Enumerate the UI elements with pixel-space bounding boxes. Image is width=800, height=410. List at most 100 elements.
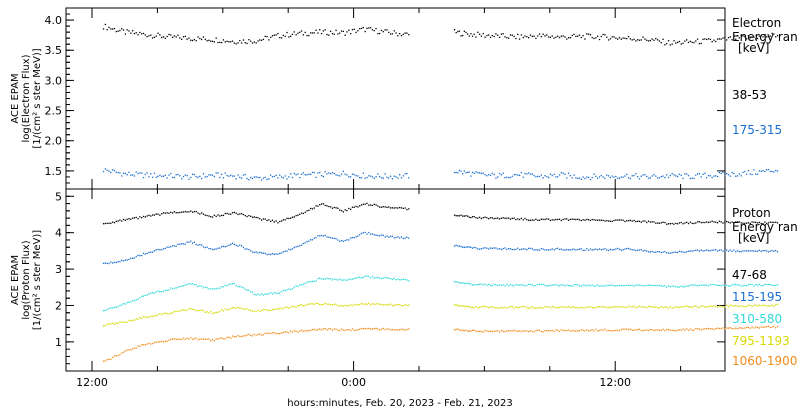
electron-point [655, 37, 657, 40]
proton-point [591, 218, 593, 221]
electron-ytick-label: 4.0 [45, 14, 63, 27]
proton-point [337, 207, 339, 209]
proton-point [749, 222, 751, 225]
proton-point [235, 336, 237, 338]
proton-point [186, 283, 188, 286]
electron-point [139, 172, 141, 174]
proton-point [716, 250, 719, 252]
proton-point [465, 246, 467, 248]
proton-point [466, 330, 469, 332]
electron-point [366, 27, 368, 29]
proton-point [311, 208, 314, 210]
electron-point [558, 174, 561, 176]
proton-point [506, 307, 508, 309]
proton-point [351, 206, 354, 208]
proton-point [246, 248, 248, 250]
electron-point [546, 175, 548, 178]
electron-point [593, 37, 595, 40]
electron-point [495, 33, 497, 35]
electron-point [299, 31, 301, 33]
electron-point [304, 31, 306, 34]
electron-point [477, 31, 479, 33]
proton-series-310-580 [102, 275, 779, 312]
proton-point [302, 283, 305, 285]
electron-point [349, 176, 352, 178]
electron-point [264, 176, 266, 178]
proton-point [324, 234, 326, 237]
electron-point [498, 36, 501, 39]
electron-point [542, 33, 544, 35]
electron-point [627, 36, 630, 38]
proton-point [702, 221, 704, 224]
electron-point [260, 179, 263, 181]
electron-point [560, 35, 562, 37]
proton-point [738, 305, 741, 307]
electron-point [242, 174, 245, 176]
proton-point [202, 309, 205, 312]
electron-point [121, 175, 123, 177]
proton-point [756, 250, 759, 252]
proton-point [471, 247, 474, 249]
proton-point [528, 283, 530, 286]
proton-point [102, 310, 105, 312]
proton-point [364, 203, 366, 205]
proton-point [606, 284, 608, 287]
proton-point [549, 330, 552, 332]
proton-point [291, 287, 294, 290]
proton-point [104, 325, 107, 327]
proton-point [693, 222, 695, 225]
proton-point [384, 328, 386, 331]
proton-point [518, 249, 521, 251]
electron-point [135, 171, 137, 173]
electron-point [658, 177, 661, 179]
proton-point [495, 307, 497, 309]
electron-point [673, 174, 675, 176]
proton-point [733, 222, 735, 224]
electron-point [769, 35, 771, 37]
proton-point [611, 220, 613, 223]
proton-point [402, 278, 404, 280]
electron-point [317, 32, 319, 34]
proton-point [366, 275, 368, 277]
proton-point [369, 277, 372, 279]
proton-point [631, 249, 633, 251]
electron-point [615, 37, 617, 39]
proton-point [489, 306, 492, 308]
proton-point [251, 251, 254, 253]
proton-point [121, 321, 123, 323]
proton-point [282, 289, 285, 291]
proton-point [566, 306, 568, 309]
proton-point [384, 277, 386, 279]
proton-point [758, 249, 761, 252]
proton-point [506, 283, 508, 286]
proton-point [339, 305, 341, 307]
proton-point [760, 326, 762, 328]
proton-point [130, 257, 132, 259]
electron-point [470, 33, 472, 35]
proton-point [624, 220, 626, 223]
electron-point [700, 42, 702, 45]
proton-point [393, 304, 395, 306]
proton-point [115, 261, 117, 264]
proton-point [208, 215, 210, 217]
proton-point [148, 342, 150, 345]
proton-point [546, 306, 548, 308]
proton-legend-item: 115-195 [732, 290, 782, 304]
proton-point [453, 329, 456, 331]
electron-point [573, 174, 575, 176]
electron-point [395, 32, 397, 34]
electron-point [756, 173, 759, 175]
proton-point [373, 303, 375, 305]
proton-point [168, 313, 170, 315]
electron-point [191, 173, 194, 175]
proton-point [280, 290, 283, 293]
electron-point [142, 32, 145, 35]
proton-point [271, 293, 274, 295]
proton-point [537, 219, 539, 221]
proton-point [544, 306, 546, 308]
proton-point [635, 306, 637, 309]
proton-point [377, 276, 379, 278]
electron-point [635, 173, 637, 175]
electron-point [124, 33, 126, 35]
proton-point [113, 221, 116, 224]
